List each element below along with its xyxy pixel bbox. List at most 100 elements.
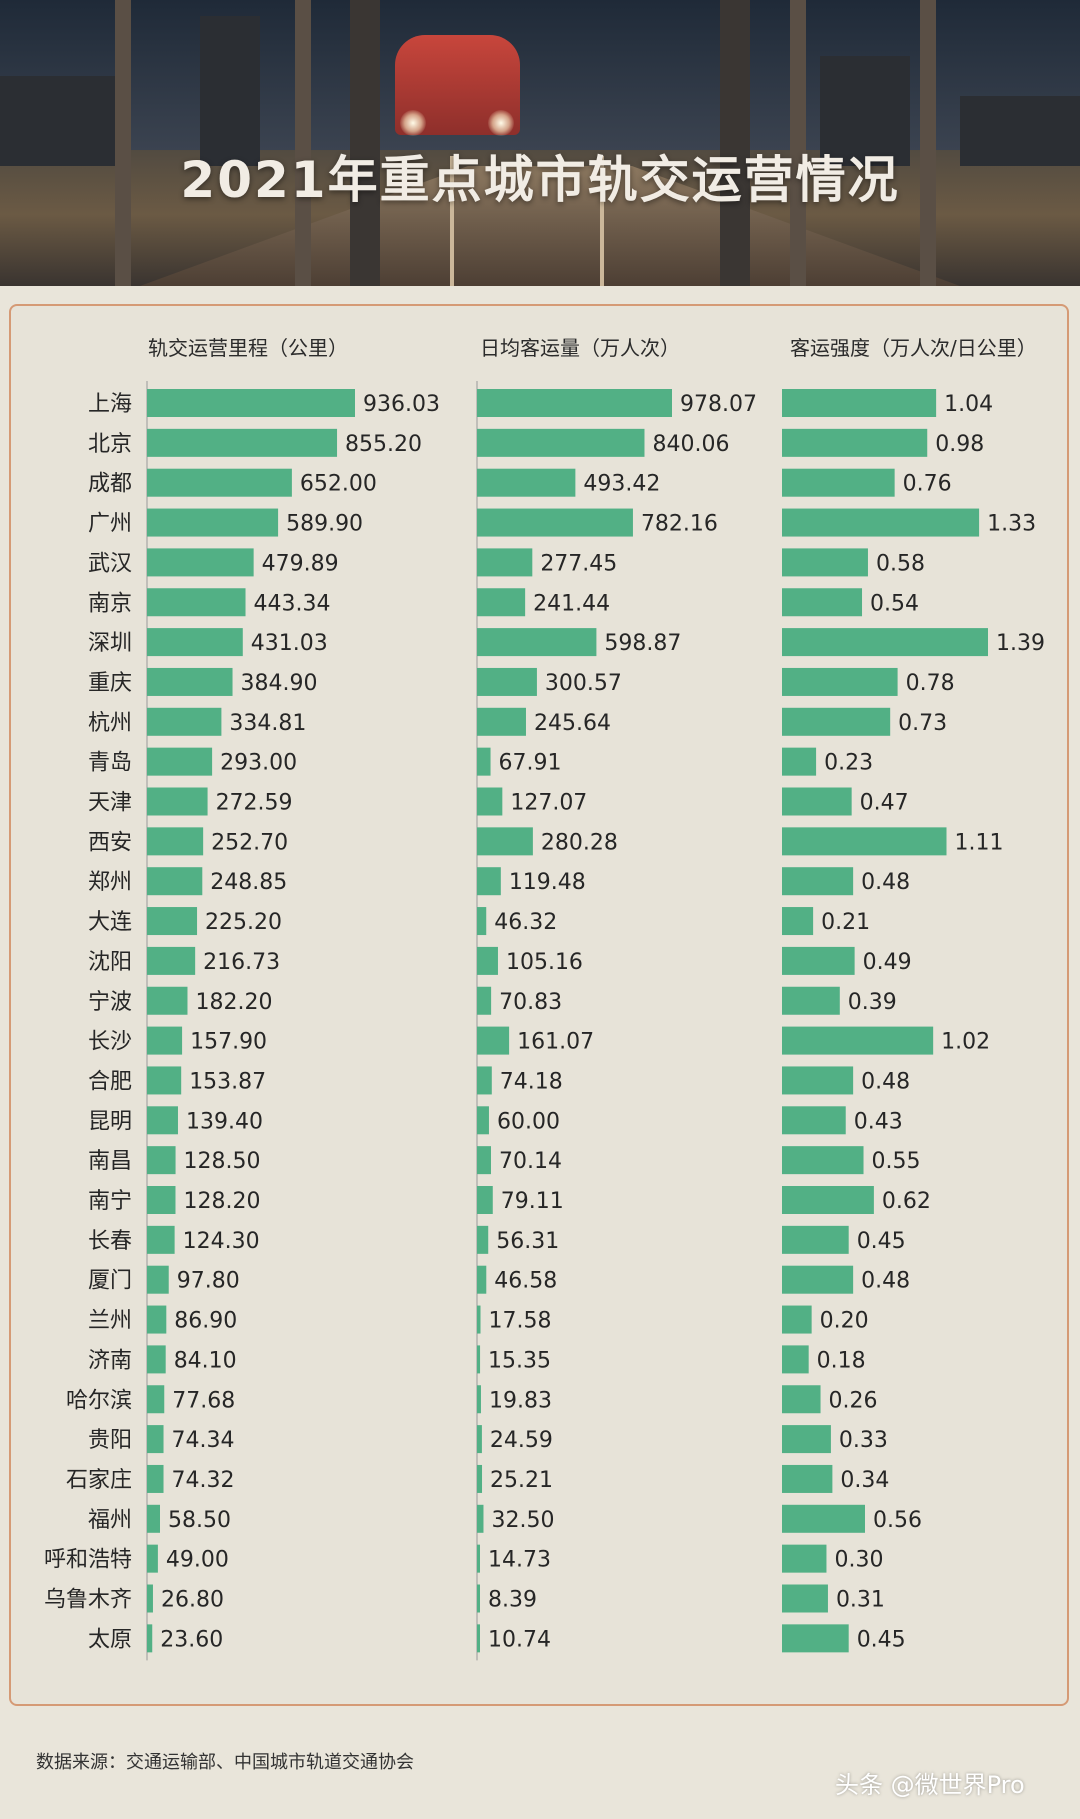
bar (147, 1305, 167, 1334)
data-label: 293.00 (220, 751, 297, 776)
bar (147, 1345, 166, 1374)
bar (147, 1385, 165, 1414)
page-title: 2021年重点城市轨交运营情况 (180, 151, 900, 209)
data-label: 74.34 (172, 1428, 235, 1453)
data-label: 978.07 (680, 392, 757, 417)
bar (147, 827, 204, 856)
data-label: 10.74 (488, 1627, 551, 1652)
banner-bridge-column (350, 0, 380, 286)
bar (147, 867, 203, 896)
data-label: 14.73 (488, 1548, 551, 1573)
data-label: 225.20 (205, 910, 282, 935)
category-label: 武汉 (88, 551, 132, 576)
category-label: 石家庄 (66, 1468, 132, 1493)
bar (147, 428, 338, 457)
bar (782, 428, 928, 457)
bar (477, 389, 672, 417)
data-label: 46.32 (494, 910, 557, 935)
bar (477, 1345, 481, 1374)
category-label: 北京 (88, 432, 132, 457)
data-label: 70.14 (499, 1149, 562, 1174)
data-label: 855.20 (345, 432, 422, 457)
bar (477, 508, 633, 537)
data-label: 0.62 (882, 1189, 931, 1214)
data-label: 23.60 (160, 1627, 223, 1652)
data-label: 0.48 (861, 1269, 910, 1294)
bar (782, 1186, 874, 1214)
data-label: 840.06 (652, 432, 729, 457)
bar (782, 628, 988, 657)
category-label: 广州 (88, 512, 132, 537)
data-label: 25.21 (490, 1468, 553, 1493)
bar (147, 1584, 153, 1613)
column-header-mileage: 轨交运营里程（公里） (148, 336, 348, 360)
data-label: 56.31 (496, 1229, 559, 1254)
bar (782, 1624, 849, 1653)
data-label: 936.03 (363, 392, 440, 417)
category-label: 哈尔滨 (66, 1388, 132, 1413)
data-label: 0.58 (876, 551, 925, 576)
category-label: 长春 (88, 1229, 132, 1254)
banner-pole (295, 0, 311, 286)
data-label: 26.80 (161, 1588, 224, 1613)
category-label: 天津 (88, 791, 132, 816)
data-label: 431.03 (251, 631, 328, 656)
bar (147, 628, 243, 657)
category-label: 南宁 (88, 1189, 132, 1214)
bar (147, 468, 292, 497)
bar (782, 707, 891, 736)
bar (477, 1305, 481, 1334)
bar (782, 1385, 821, 1414)
data-label: 182.20 (195, 990, 272, 1015)
bar (477, 827, 533, 856)
data-label: 0.20 (820, 1309, 869, 1334)
data-label: 1.02 (941, 1030, 990, 1055)
banner-building (820, 56, 910, 166)
data-label: 272.59 (216, 791, 293, 816)
bar (477, 628, 597, 657)
category-label: 南京 (88, 591, 132, 616)
data-label: 15.35 (488, 1348, 551, 1373)
data-label: 0.18 (817, 1348, 866, 1373)
data-label: 0.31 (836, 1588, 885, 1613)
data-label: 479.89 (262, 551, 339, 576)
bar (782, 667, 898, 696)
data-label: 128.50 (184, 1149, 261, 1174)
bar (147, 1106, 178, 1135)
category-label: 宁波 (88, 990, 132, 1015)
bar (147, 1066, 182, 1095)
data-label: 0.33 (839, 1428, 888, 1453)
bar (147, 588, 246, 617)
category-label: 兰州 (88, 1309, 132, 1334)
data-label: 124.30 (183, 1229, 260, 1254)
data-label: 161.07 (517, 1030, 594, 1055)
data-label: 0.98 (935, 432, 984, 457)
bar (782, 787, 852, 816)
bar (147, 1146, 176, 1175)
bar (477, 1464, 483, 1493)
data-label: 245.64 (534, 711, 611, 736)
data-label: 58.50 (168, 1508, 231, 1533)
data-label: 0.55 (872, 1149, 921, 1174)
banner-rail (450, 156, 454, 286)
category-label: 昆明 (88, 1109, 132, 1134)
bar (782, 1026, 934, 1055)
bar (147, 1265, 169, 1294)
data-label: 74.18 (500, 1069, 563, 1094)
data-label: 79.11 (501, 1189, 564, 1214)
data-label: 0.49 (863, 950, 912, 975)
bar (477, 468, 576, 497)
bar (147, 1186, 176, 1214)
bar (782, 1544, 827, 1573)
bar (782, 548, 868, 577)
bar (477, 787, 503, 816)
bar (477, 588, 526, 617)
bar (477, 667, 537, 696)
bar (147, 1464, 164, 1493)
bar (782, 1305, 812, 1334)
data-label: 86.90 (174, 1309, 237, 1334)
bar (147, 907, 198, 936)
category-label: 青岛 (88, 751, 132, 776)
bar (782, 1504, 865, 1533)
banner-building (200, 16, 260, 166)
